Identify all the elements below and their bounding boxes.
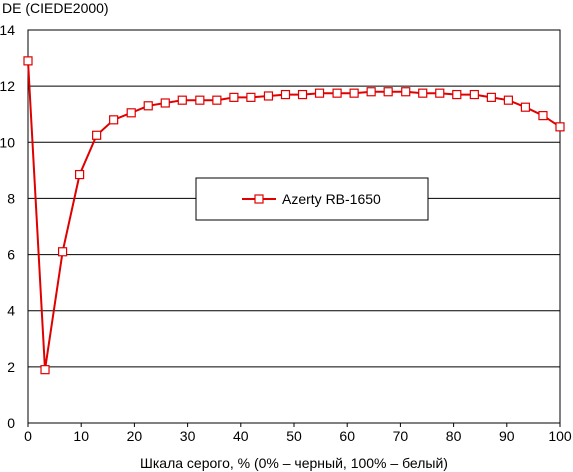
data-point [486,92,496,102]
data-point [212,95,222,105]
data-point [57,247,68,257]
legend-marker [254,194,264,204]
data-point [349,88,359,98]
x-tick-label: 90 [499,428,515,444]
y-axis-ticks: 0 2 4 6 8 10 12 14 [0,22,15,431]
data-point [177,95,187,105]
data-point [418,88,428,98]
data-point [92,130,102,140]
data-point [452,89,462,100]
data-point [383,87,393,97]
data-point [75,169,85,180]
x-tick-label: 50 [286,428,302,444]
x-tick-label: 0 [24,428,32,444]
data-point [332,88,342,98]
data-point [435,88,445,98]
data-point [280,89,291,100]
data-point [538,111,548,121]
y-tick-label: 4 [7,303,15,319]
x-tick-label: 20 [127,428,143,444]
y-tick-label: 0 [7,415,15,431]
x-axis-title: Шкала серого, % (0% – черный, 100% – бел… [140,455,448,471]
x-tick-label: 60 [339,428,355,444]
x-tick-label: 70 [393,428,409,444]
data-point [143,101,153,111]
grid-lines [28,85,560,368]
legend-box [195,177,429,221]
y-tick-label: 14 [0,22,15,38]
data-point [297,89,308,100]
data-point [195,95,205,105]
data-point [520,102,531,112]
data-point [366,87,376,97]
data-point [246,92,256,102]
y-tick-label: 2 [7,359,15,375]
y-tick-label: 8 [7,190,15,206]
data-point [401,87,411,97]
x-axis-ticks: 0 10 20 30 40 50 60 70 80 90 100 [24,423,572,444]
data-point [263,91,274,101]
x-tick-label: 100 [548,428,572,444]
data-point [109,115,119,125]
x-tick-label: 40 [233,428,249,444]
data-point [229,92,239,102]
data-point [469,89,479,100]
data-point [160,98,170,108]
y-axis-title: DE (CIEDE2000) [2,0,109,16]
y-tick-label: 6 [7,247,15,263]
legend-label: Azerty RB-1650 [282,191,381,207]
x-tick-label: 30 [180,428,196,444]
x-tick-label: 80 [446,428,462,444]
data-point [503,95,513,105]
data-point [23,56,33,66]
data-point [314,88,325,98]
data-point [40,365,50,375]
legend: Azerty RB-1650 [195,177,429,221]
data-point [555,122,565,132]
plot-area-border [27,29,561,424]
x-tick-label: 10 [73,428,89,444]
series-group [23,56,565,375]
data-point [126,108,136,118]
y-tick-label: 10 [0,134,15,150]
y-tick-label: 12 [0,78,15,94]
